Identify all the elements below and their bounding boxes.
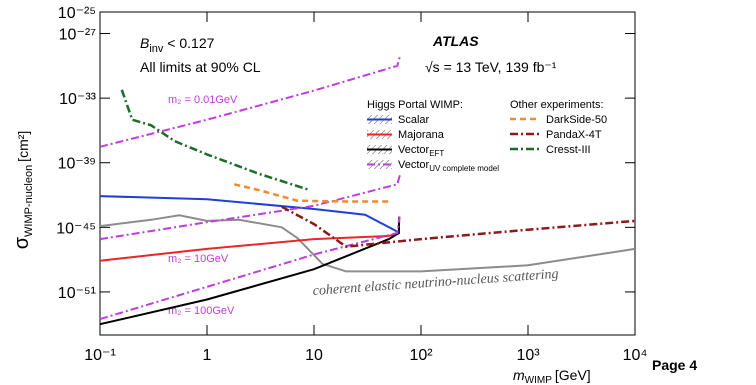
legend-name: PandaX-4T — [546, 129, 602, 141]
x-tick-label: 10² — [409, 347, 433, 364]
series-line — [234, 183, 389, 203]
legend-name: Cresst-III — [546, 144, 591, 156]
legend-title: Other experiments: — [510, 99, 604, 111]
energy-label: √s = 13 TeV, 139 fb⁻¹ — [425, 59, 557, 75]
x-tick-label: 10⁴ — [623, 347, 648, 364]
cl-label: All limits at 90% CL — [140, 59, 261, 75]
y-tick-label: 10⁻⁴⁵ — [56, 220, 96, 237]
legend-label: VectorUV complete model — [398, 159, 499, 173]
legend-name: Vector — [398, 159, 430, 171]
plot-frame — [99, 11, 636, 336]
y-tick-label: 10⁻²⁷ — [59, 27, 97, 44]
series-line — [99, 214, 636, 273]
x-tick-label: 1 — [203, 347, 212, 364]
legend-name: Majorana — [398, 129, 445, 141]
x-tick-label: 10⁻¹ — [84, 347, 116, 364]
legend-label: Scalar — [398, 114, 430, 126]
legend-label: Cresst-III — [546, 144, 591, 156]
x-tick-label: 10 — [305, 347, 323, 364]
legend-label: VectorEFT — [398, 144, 444, 158]
series-line — [99, 216, 401, 326]
m2-label: m₂ = 100GeV — [168, 305, 235, 317]
legend-sub: EFT — [429, 149, 444, 158]
legend-name: DarkSide-50 — [546, 114, 607, 126]
page-label: Page 4 — [652, 357, 697, 373]
legend-name: Scalar — [398, 114, 430, 126]
y-tick-label: 10⁻³⁹ — [58, 156, 96, 173]
legend-title: Higgs Portal WIMP: — [367, 99, 463, 111]
series-line — [99, 216, 401, 262]
y-tick-label: 10⁻⁵¹ — [58, 285, 96, 302]
m2-label: m₂ = 10GeV — [168, 253, 229, 265]
x-tick-label: 10³ — [516, 347, 540, 364]
series-line — [99, 195, 398, 233]
m2-label: m₂ = 0.01GeV — [168, 94, 238, 106]
x-axis-label: mWIMP [GeV] — [513, 367, 591, 385]
legend-label: Majorana — [398, 129, 445, 141]
legend-label: DarkSide-50 — [546, 114, 607, 126]
y-tick-label: 10⁻³³ — [59, 91, 97, 108]
y-axis-label: σWIMP-nucleon[cm²] — [11, 131, 35, 250]
series-line — [99, 54, 402, 321]
legend-name: Vector — [398, 144, 430, 156]
binv-label: Binv < 0.127 — [140, 35, 215, 55]
legend-sub: UV complete model — [429, 164, 499, 173]
experiment-label: ATLAS — [432, 33, 479, 49]
y-tick-label: 10⁻²⁵ — [58, 5, 96, 22]
series-line — [281, 205, 636, 248]
legend-label: PandaX-4T — [546, 129, 602, 141]
